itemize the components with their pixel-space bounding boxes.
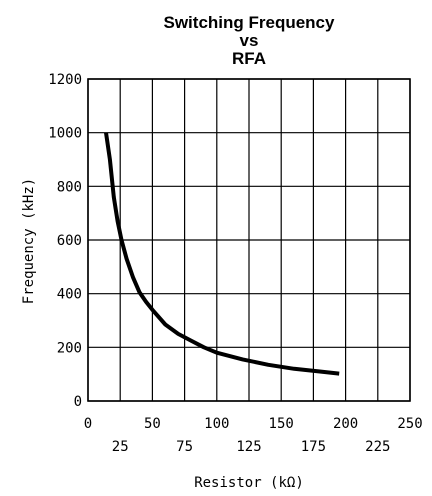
title-line-2: vs xyxy=(240,31,259,50)
y-tick-label: 400 xyxy=(57,287,82,303)
x-tick-label: 0 xyxy=(84,416,92,432)
grid xyxy=(87,78,411,402)
y-tick-label: 0 xyxy=(74,394,82,410)
y-tick-label: 200 xyxy=(57,340,82,356)
x-tick-label: 125 xyxy=(236,439,261,455)
x-axis-label: Resistor (kΩ) xyxy=(194,475,304,491)
y-axis-label: Frequency (kHz) xyxy=(21,178,37,304)
chart-title: Switching Frequency vs RFA xyxy=(164,13,336,68)
x-tick-label: 75 xyxy=(176,439,193,455)
series-line xyxy=(104,132,340,376)
x-tick-label: 175 xyxy=(301,439,326,455)
y-tick-label: 600 xyxy=(57,233,82,249)
title-line-3: RFA xyxy=(232,49,266,68)
series-group xyxy=(104,132,340,376)
y-tick-labels: 0 200 400 600 800 1000 1200 xyxy=(48,72,82,410)
x-tick-label: 100 xyxy=(204,416,229,432)
x-tick-label: 50 xyxy=(144,416,161,432)
x-tick-label: 150 xyxy=(269,416,294,432)
x-tick-label: 250 xyxy=(397,416,422,432)
plot-frame xyxy=(87,78,411,402)
title-line-1: Switching Frequency xyxy=(164,13,336,32)
x-tick-label: 225 xyxy=(365,439,390,455)
y-tick-label: 1000 xyxy=(48,126,82,142)
y-tick-label: 1200 xyxy=(48,72,82,88)
x-tick-labels: 0 50 100 150 200 250 25 75 125 175 225 xyxy=(84,416,423,455)
y-tick-label: 800 xyxy=(57,179,82,195)
x-tick-label: 25 xyxy=(112,439,129,455)
x-tick-label: 200 xyxy=(333,416,358,432)
